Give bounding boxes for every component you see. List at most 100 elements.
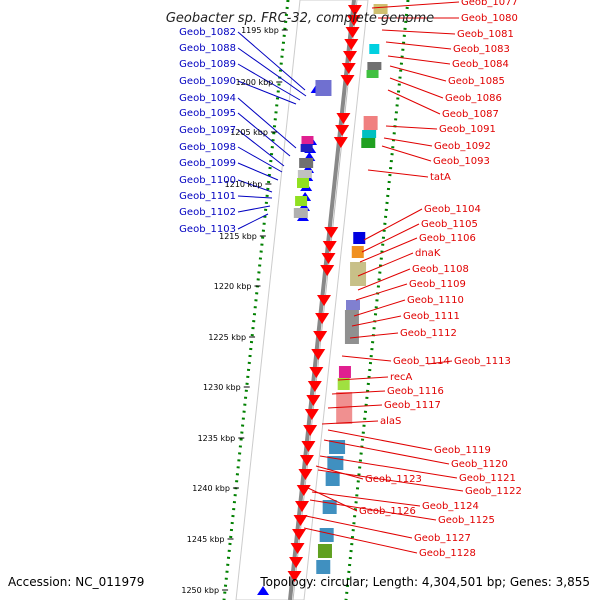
leader-line <box>383 137 433 147</box>
leader-line <box>387 55 451 65</box>
gene-domain-block <box>297 178 310 188</box>
gene-domain-block <box>367 62 382 70</box>
scale-tick-label: 1220 kbp <box>214 282 252 291</box>
gene-domain-block <box>293 208 308 218</box>
leader-line <box>237 146 283 173</box>
leader-line <box>355 283 408 301</box>
leader-line <box>385 41 452 50</box>
gene-label-geob_1112: Geob_1112 <box>400 328 457 339</box>
gene-label-geob_1081: Geob_1081 <box>457 29 514 40</box>
gene-label-geob_1085: Geob_1085 <box>448 76 505 87</box>
gene-label-geob_1103: Geob_1103 <box>179 224 236 235</box>
gene-domain-block <box>366 70 379 78</box>
dotted-track-inner <box>344 0 410 600</box>
gene-label-geob_1127: Geob_1127 <box>414 533 471 544</box>
leader-line <box>315 465 364 480</box>
gene-label-geob_1123: Geob_1123 <box>365 474 422 485</box>
gene-label-geob_1091: Geob_1091 <box>439 124 496 135</box>
forward-gene-arrow <box>295 501 310 512</box>
leader-line <box>237 31 306 91</box>
forward-gene-arrow <box>346 15 361 26</box>
gene-label-geob_1105: Geob_1105 <box>421 219 478 230</box>
dotted-track-outer <box>222 0 290 600</box>
forward-gene-arrow <box>340 75 355 86</box>
gene-features <box>257 4 388 595</box>
forward-gene-arrow <box>333 137 348 148</box>
gene-label-geob_1097: Geob_1097 <box>179 125 236 136</box>
forward-gene-arrow <box>324 227 339 238</box>
gene-label-geob_1120: Geob_1120 <box>451 459 508 470</box>
gene-label-geob_1126: Geob_1126 <box>359 506 416 517</box>
leader-line <box>337 376 389 381</box>
gene-label-geob_1094: Geob_1094 <box>179 93 236 104</box>
forward-gene-arrow <box>317 295 331 306</box>
gene-label-geob_1092: Geob_1092 <box>434 141 491 152</box>
gene-label-geob_1084: Geob_1084 <box>452 59 509 70</box>
gene-label-geob_1104: Geob_1104 <box>424 204 481 215</box>
gene-label-geob_1082: Geob_1082 <box>179 27 236 38</box>
gene-domain-block <box>350 262 367 286</box>
leader-line <box>385 125 438 130</box>
genome-summary-text: Topology: circular; Length: 4,304,501 bp… <box>259 575 590 589</box>
gene-label-geob_1113: Geob_1113 <box>454 356 511 367</box>
scale-tick-label: 1235 kbp <box>198 434 236 443</box>
gene-label-geob_1125: Geob_1125 <box>438 515 495 526</box>
gene-label-tata: tatA <box>430 172 451 183</box>
gene-label-geob_1090: Geob_1090 <box>179 76 236 87</box>
gene-domain-block <box>319 528 334 542</box>
leader-line <box>389 77 444 99</box>
gene-label-geob_1086: Geob_1086 <box>445 93 502 104</box>
gene-label-geob_1100: Geob_1100 <box>179 175 236 186</box>
gene-label-geob_1108: Geob_1108 <box>412 264 469 275</box>
leader-line <box>361 223 420 253</box>
forward-gene-arrow <box>287 571 302 582</box>
leader-line <box>237 47 307 97</box>
gene-domain-block <box>346 300 360 310</box>
gene-label-geob_1117: Geob_1117 <box>384 400 441 411</box>
gene-domain-block <box>297 170 312 178</box>
gene-domain-block <box>316 560 331 574</box>
leader-line <box>323 439 450 465</box>
leader-line <box>237 213 269 230</box>
gene-label-geob_1077: Geob_1077 <box>461 0 518 8</box>
forward-gene-arrow <box>306 395 321 406</box>
gene-domain-block <box>299 158 314 168</box>
forward-gene-arrow <box>347 5 362 16</box>
scale-ticks: 1195 kbp 1200 kbp 1205 kbp 1210 kbp 1215 kbp… <box>181 26 288 595</box>
gene-label-geob_1099: Geob_1099 <box>179 158 236 169</box>
forward-gene-arrow <box>315 313 330 324</box>
leader-line <box>357 268 411 291</box>
leader-line <box>331 390 386 395</box>
gene-domain-block <box>338 366 351 378</box>
gene-domain-block <box>369 44 380 54</box>
gene-domain-block <box>363 116 378 130</box>
leader-line <box>237 162 279 181</box>
scale-tick-label: 1230 kbp <box>203 383 241 392</box>
leader-line <box>237 205 271 213</box>
leader-line <box>387 89 441 115</box>
leader-line <box>237 63 301 101</box>
gene-label-geob_1098: Geob_1098 <box>179 142 236 153</box>
leader-line <box>311 491 421 507</box>
forward-gene-arrow <box>336 113 351 124</box>
leader-line <box>427 360 453 365</box>
leader-line <box>237 129 285 167</box>
gene-domain-block <box>300 144 313 152</box>
forward-gene-arrow <box>321 253 336 264</box>
scale-tick-label: 1215 kbp <box>219 232 257 241</box>
gene-domain-block <box>315 80 332 96</box>
reverse-gene-arrow <box>257 586 270 595</box>
gene-label-geob_1116: Geob_1116 <box>387 386 444 397</box>
leader-line <box>359 237 418 263</box>
gene-label-geob_1106: Geob_1106 <box>419 233 476 244</box>
accession-text: Accession: NC_011979 <box>8 575 144 589</box>
leader-line <box>305 515 413 539</box>
scale-tick-label: 1195 kbp <box>241 26 279 35</box>
gene-label-geob_1109: Geob_1109 <box>409 279 466 290</box>
scale-tick-label: 1225 kbp <box>208 333 246 342</box>
forward-gene-arrow <box>303 425 318 436</box>
gene-label-alas: alaS <box>380 416 401 427</box>
gene-label-geob_1102: Geob_1102 <box>179 207 236 218</box>
leader-line <box>237 80 297 105</box>
